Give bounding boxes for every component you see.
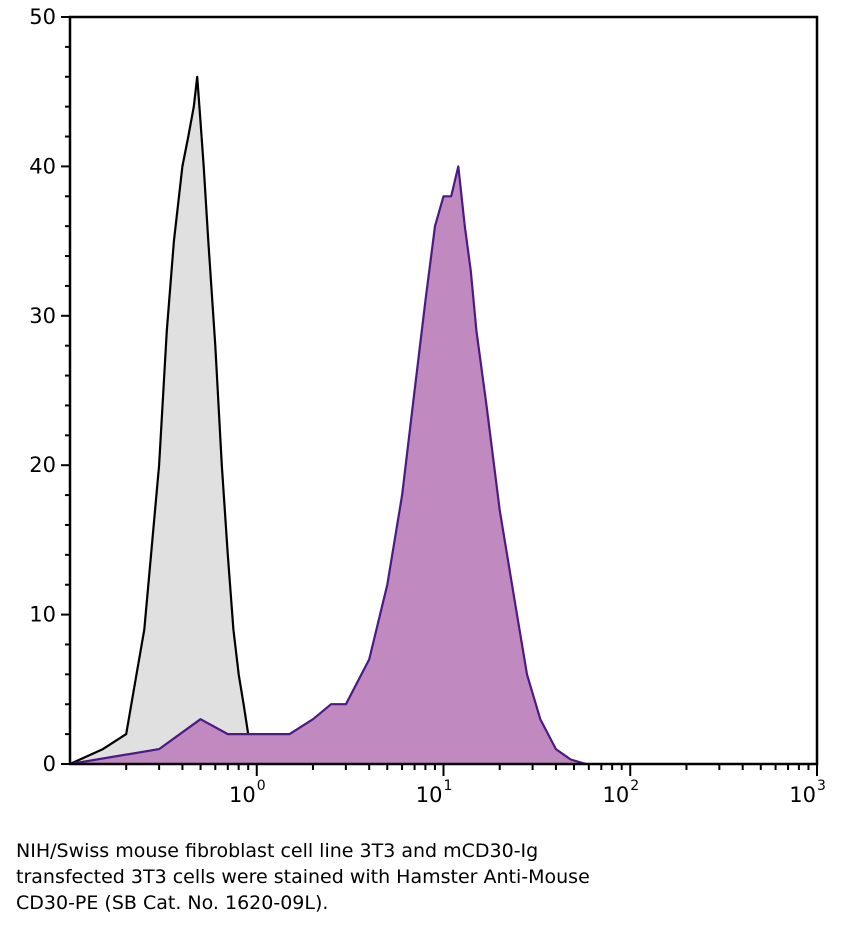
x-tick-label: 10 3 <box>789 778 826 807</box>
series-1-area <box>70 76 265 765</box>
x-tick-base: 10 <box>229 783 256 807</box>
x-tick-base: 10 <box>603 783 630 807</box>
x-tick-label: 10 1 <box>416 778 453 807</box>
series-1-outline <box>69 75 266 766</box>
series-2-area <box>70 166 587 764</box>
caption-line-2: transfected 3T3 cells were stained with … <box>16 866 590 888</box>
figure-caption: NIH/Swiss mouse fibroblast cell line 3T3… <box>16 838 816 916</box>
caption-line-1: NIH/Swiss mouse fibroblast cell line 3T3… <box>16 840 539 862</box>
x-tick-exponent: 3 <box>817 778 826 794</box>
x-tick-label: 10 0 <box>229 778 266 807</box>
y-tick-label: 30 <box>29 304 56 328</box>
caption-line-3: CD30-PE (SB Cat. No. 1620-09L). <box>16 892 329 914</box>
x-tick-base: 10 <box>416 783 443 807</box>
x-tick-exponent: 1 <box>444 778 453 794</box>
y-tick-label: 0 <box>43 752 56 776</box>
series-2-outline <box>69 165 587 766</box>
y-tick-label: 20 <box>29 453 56 477</box>
x-tick-exponent: 0 <box>257 778 266 794</box>
y-tick-label: 40 <box>29 154 56 178</box>
x-tick-exponent: 2 <box>630 778 639 794</box>
y-tick-label: 50 <box>29 5 56 29</box>
x-tick-label: 10 2 <box>603 778 640 807</box>
x-tick-base: 10 <box>789 783 816 807</box>
y-tick-label: 10 <box>29 603 56 627</box>
series-layer <box>69 75 587 766</box>
